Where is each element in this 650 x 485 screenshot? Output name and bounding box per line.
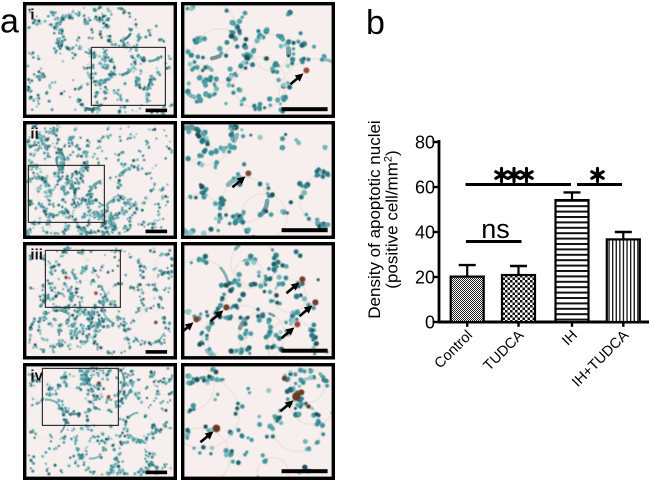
svg-text:iv: iv xyxy=(30,367,43,384)
svg-text:iii: iii xyxy=(30,246,43,263)
svg-text:0: 0 xyxy=(425,313,435,333)
svg-text:a: a xyxy=(0,3,19,41)
svg-text:(positive cell/mm2): (positive cell/mm2) xyxy=(383,150,402,288)
svg-text:b: b xyxy=(366,4,385,42)
svg-text:Density of apoptotic nuclei: Density of apoptotic nuclei xyxy=(365,120,384,318)
svg-text:ns: ns xyxy=(481,214,510,244)
svg-text:40: 40 xyxy=(415,223,435,243)
svg-text:80: 80 xyxy=(415,133,435,153)
svg-text:20: 20 xyxy=(415,268,435,288)
svg-text:60: 60 xyxy=(415,178,435,198)
svg-text:i: i xyxy=(30,6,34,23)
svg-text:ii: ii xyxy=(30,125,38,142)
